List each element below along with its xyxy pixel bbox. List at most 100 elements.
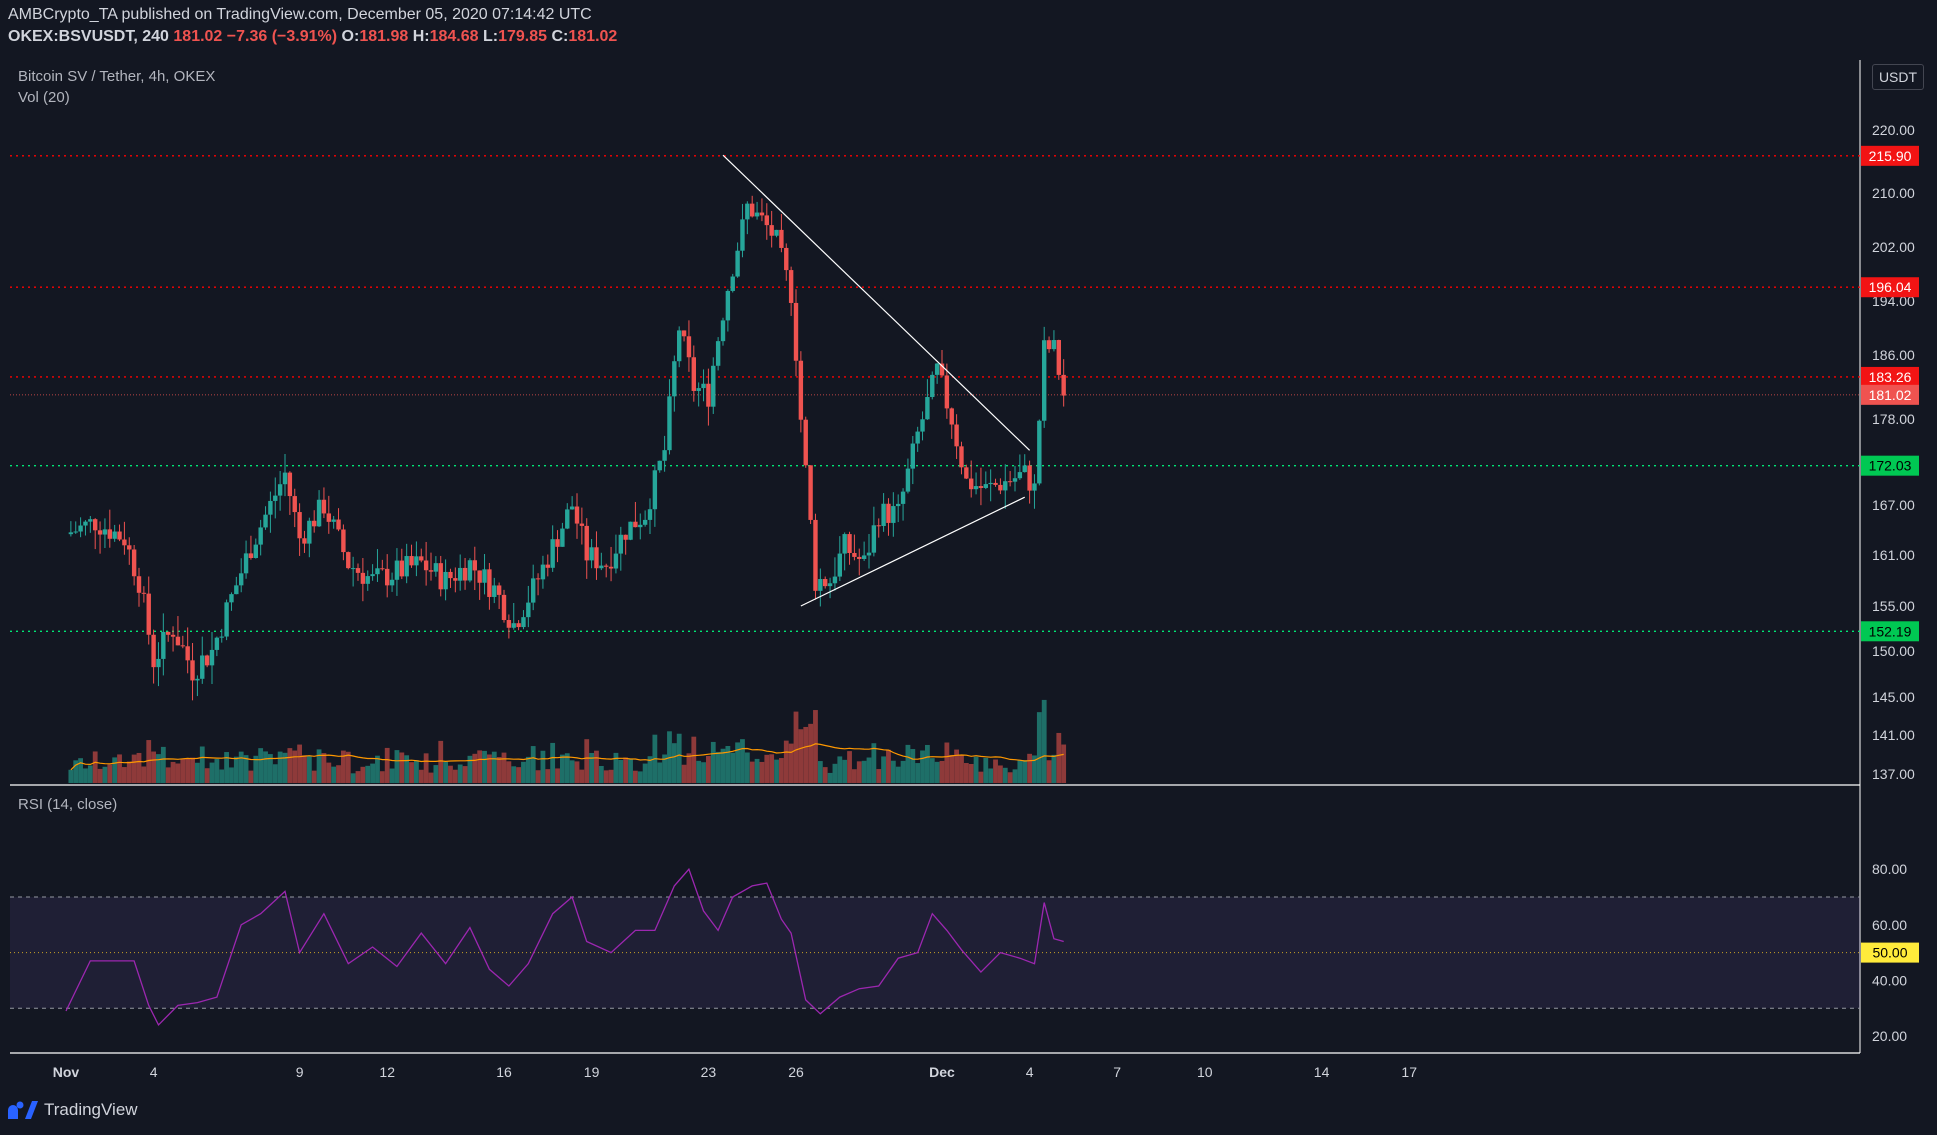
volume-bar [866,757,872,783]
rsi-legend[interactable]: RSI (14, close) [18,796,118,813]
volume-bar [365,765,371,783]
candle-body [146,593,151,635]
candle-body [526,602,531,618]
candle-body [998,484,1003,491]
candle-body [127,545,132,550]
volume-bar [881,756,886,783]
volume-bar [910,749,916,783]
volume-bar [418,769,424,783]
volume-bar [151,751,156,783]
candle-body [779,229,784,248]
candle-body [930,374,935,398]
volume-bar [506,761,512,783]
candle-body [409,556,414,566]
volume-bar [963,762,969,783]
candle-body [832,576,838,584]
candle-body [881,503,886,527]
volume-bar [579,769,585,783]
volume-bar [657,762,663,783]
volume-bar [277,751,283,783]
volume-bar [331,766,337,783]
candle-body [404,556,409,577]
volume-bar [525,756,531,783]
volume-bar [131,754,137,783]
volume-bar [598,765,604,783]
candle-body [662,450,667,461]
candle-body [1032,483,1037,491]
candle-body [672,361,677,397]
candle-body [214,637,220,650]
volume-bar [126,761,132,783]
volume-bar [920,750,925,783]
candle-body [438,563,443,590]
tradingview-logo[interactable]: TradingView [8,1100,138,1120]
volume-bar [735,742,740,783]
candle-body [769,225,774,236]
candle-body [385,568,390,586]
volume-bar [326,762,332,783]
volume-bar [185,758,191,783]
price-tick-label: 202.00 [1872,239,1915,255]
volume-bar [165,767,171,783]
volume-bar [268,754,273,783]
main-legend[interactable]: Bitcoin SV / Tether, 4h, OKEX [18,68,216,85]
level-price-label: 172.03 [1869,458,1912,474]
candle-body [798,360,804,420]
candle-body [837,553,842,577]
candle-body [818,579,823,591]
rsi-tick-label: 20.00 [1872,1028,1907,1044]
volume-bar [302,755,307,783]
time-tick-label: 4 [150,1064,158,1080]
candle-body [472,560,477,571]
candle-body [73,531,78,533]
candle-body [1042,340,1047,421]
candle-body [83,521,88,526]
candle-body [540,564,546,580]
volume-bar [204,768,210,783]
currency-button[interactable]: USDT [1872,64,1924,90]
symbol-label[interactable]: OKEX:BSVUSDT, 240 [8,28,169,45]
volume-bar [107,764,113,783]
candle-body [477,570,482,583]
candle-body [175,636,181,646]
volume-bar [998,765,1003,783]
volume-bar [803,726,809,783]
volume-bar [545,769,551,783]
time-tick-label: 16 [496,1064,512,1080]
candle-body [239,573,244,586]
volume-bar [890,760,896,783]
volume-bar [837,756,843,783]
candle-body [1022,465,1027,473]
volume-bar [633,770,638,783]
volume-bar [613,752,619,783]
candle-body [740,219,745,251]
volume-bar [608,769,614,783]
open-label: O: [341,28,360,45]
candle-body [170,634,176,637]
volume-legend[interactable]: Vol (20) [18,89,70,106]
volume-bar [569,760,575,783]
candle-body [423,560,429,571]
candle-body [944,375,950,409]
candle-body [277,484,283,496]
candle-body [458,567,463,581]
volume-bar [1017,760,1023,783]
volume-bar [968,763,974,783]
candle-body [93,519,98,531]
volume-bar [136,752,142,783]
volume-bar [701,762,706,783]
volume-bar [112,757,118,783]
volume-bar [78,758,83,783]
time-tick-label: 19 [584,1064,600,1080]
candle-body [788,270,794,303]
volume-bar [973,756,979,783]
volume-bar [501,752,507,783]
time-tick-label: 10 [1197,1064,1213,1080]
level-price-label: 215.90 [1869,148,1912,164]
candle-body [166,631,171,635]
candle-body [531,578,536,603]
candle-body [394,560,400,580]
volume-bar [744,752,750,783]
candle-body [248,553,254,559]
